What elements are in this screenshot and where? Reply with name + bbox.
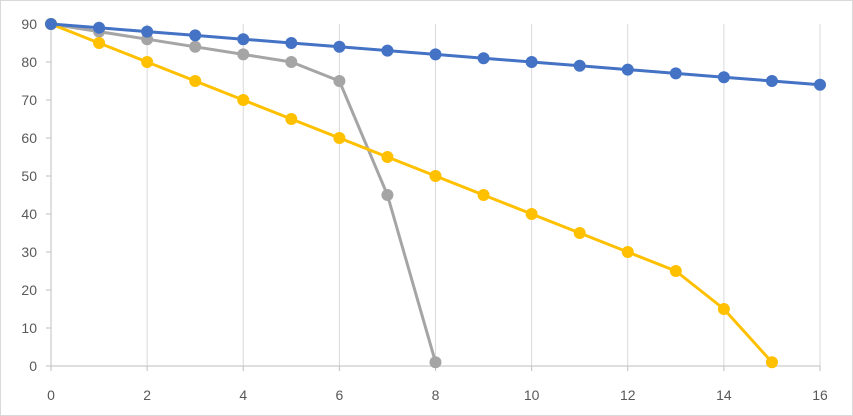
data-point: [669, 67, 682, 80]
data-point: [285, 113, 298, 125]
y-tick-label: 0: [29, 358, 37, 374]
data-point: [381, 189, 394, 201]
data-point: [477, 189, 490, 201]
data-point: [717, 71, 730, 84]
data-point: [189, 29, 202, 42]
data-point: [765, 75, 778, 87]
x-tick-label: 4: [239, 387, 247, 403]
data-point: [45, 18, 57, 30]
data-point: [141, 56, 154, 68]
data-point: [285, 37, 298, 49]
data-point: [333, 75, 346, 87]
series-line: [49, 22, 774, 364]
x-tick-label: 8: [432, 387, 440, 403]
x-tick-label: 14: [716, 387, 732, 403]
data-point: [814, 78, 826, 91]
data-point: [765, 356, 778, 369]
tick-labels: 0 10 20 30 40 50 60 70 80 90 0 2 4 6 8 10 12 14 16: [21, 16, 828, 403]
x-tick-label: 16: [812, 387, 828, 403]
data-point: [429, 170, 442, 182]
data-point: [621, 63, 634, 76]
data-point: [189, 40, 202, 53]
x-tick-label: 0: [47, 387, 55, 403]
data-point: [717, 303, 730, 315]
data-point: [573, 59, 586, 72]
data-point: [477, 52, 490, 65]
data-point: [429, 48, 442, 61]
series-markers: [45, 18, 826, 369]
data-point: [237, 94, 250, 106]
x-tick-label: 10: [524, 387, 540, 403]
data-point: [573, 227, 586, 239]
y-tick-label: 70: [21, 92, 37, 108]
y-tick-label: 30: [21, 244, 37, 260]
data-point: [141, 25, 154, 38]
y-tick-label: 20: [21, 282, 37, 298]
data-point: [621, 246, 634, 258]
y-tick-label: 80: [21, 54, 37, 70]
data-point: [333, 132, 346, 144]
data-point: [429, 356, 442, 369]
x-tick-label: 12: [620, 387, 636, 403]
data-point: [333, 40, 346, 53]
data-point: [93, 21, 106, 34]
data-point: [525, 56, 538, 68]
y-tick-label: 50: [21, 168, 37, 184]
data-point: [93, 37, 106, 49]
data-point: [669, 265, 682, 277]
y-tick-label: 60: [21, 130, 37, 146]
data-point: [189, 75, 202, 87]
data-point: [237, 48, 250, 61]
y-tick-label: 40: [21, 206, 37, 222]
data-point: [381, 151, 394, 163]
data-point: [237, 33, 250, 46]
data-point: [381, 44, 394, 57]
x-tick-label: 2: [143, 387, 151, 403]
x-tick-label: 6: [335, 387, 343, 403]
data-point: [525, 208, 538, 220]
y-tick-label: 90: [21, 16, 37, 32]
y-tick-label: 10: [21, 320, 37, 336]
data-point: [285, 56, 298, 68]
